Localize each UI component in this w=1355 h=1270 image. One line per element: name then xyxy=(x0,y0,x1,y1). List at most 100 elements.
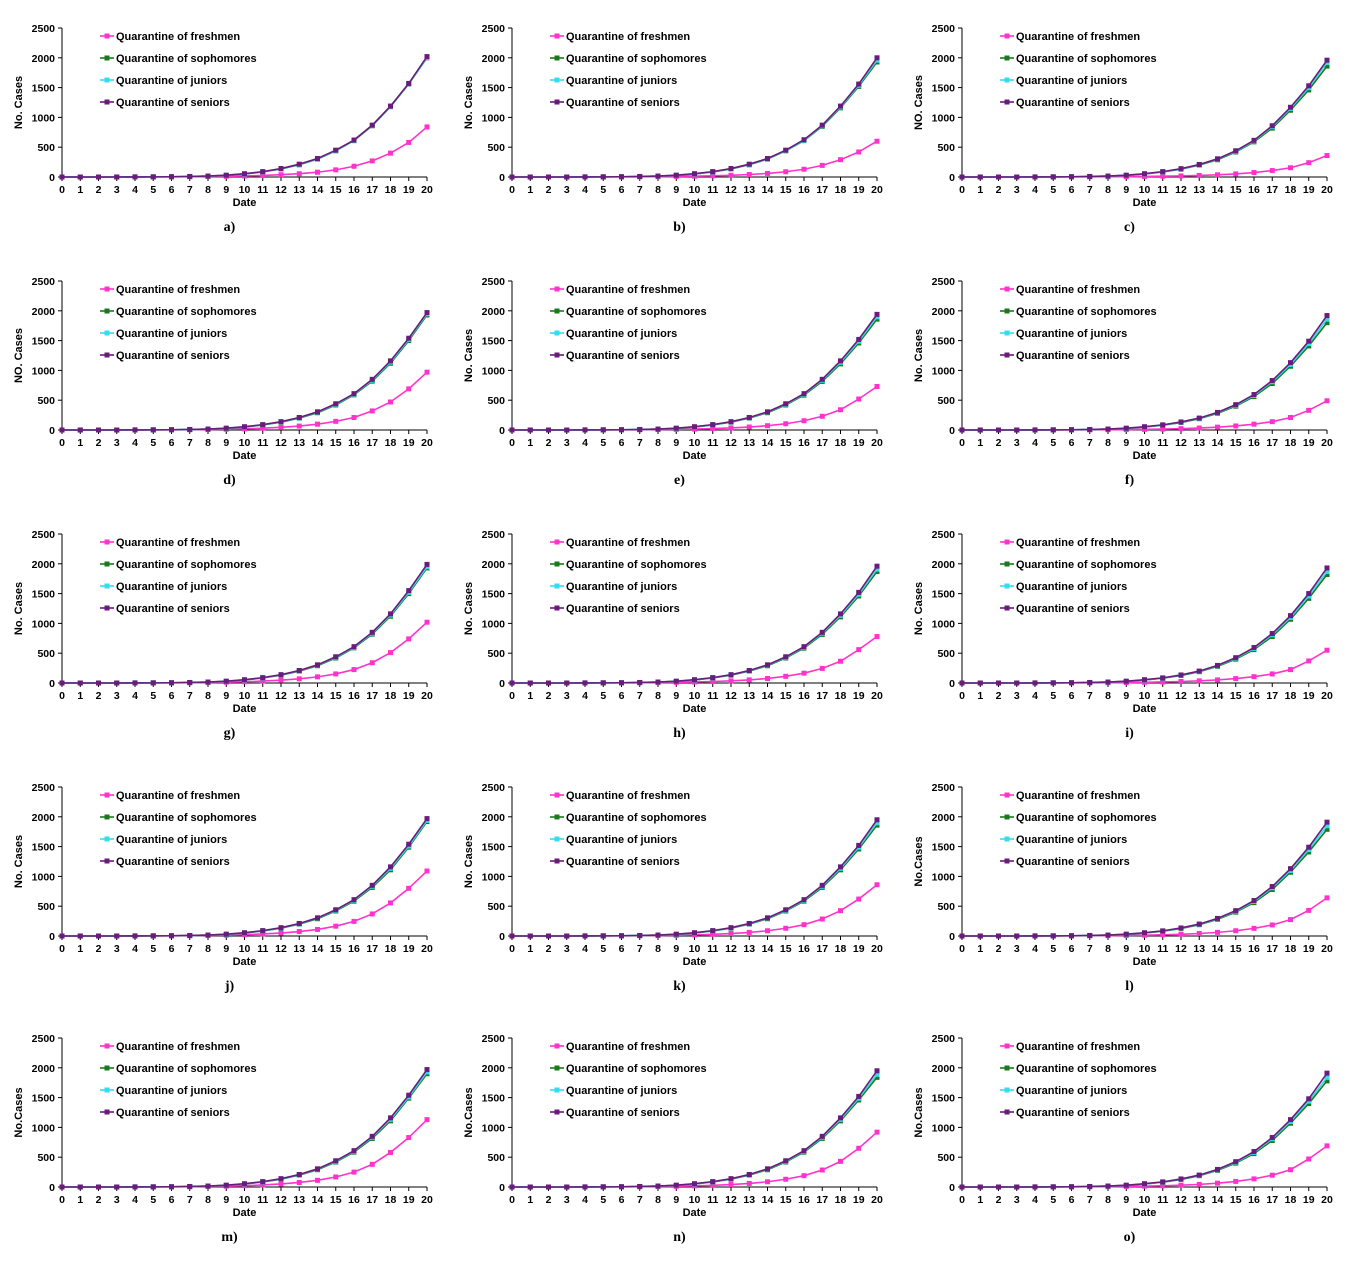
data-point-seniors xyxy=(801,137,807,143)
data-point-seniors xyxy=(959,933,965,939)
data-point-seniors xyxy=(637,1183,643,1189)
data-point-seniors xyxy=(351,644,357,650)
data-point-seniors xyxy=(874,55,880,61)
x-tick-label: 14 xyxy=(312,690,324,702)
x-tick-label: 10 xyxy=(1139,690,1151,702)
data-point-seniors xyxy=(655,426,661,432)
data-point-seniors xyxy=(1032,427,1038,433)
data-point-seniors xyxy=(1032,680,1038,686)
data-point-freshmen xyxy=(728,172,734,178)
x-tick-label: 2 xyxy=(546,1194,552,1206)
x-tick-label: 16 xyxy=(348,690,360,702)
y-tick-label: 500 xyxy=(937,648,955,660)
x-tick-label: 20 xyxy=(421,1194,433,1206)
data-point-freshmen xyxy=(278,172,284,178)
data-point-freshmen xyxy=(424,619,430,625)
x-axis-title: Date xyxy=(1133,956,1157,968)
data-point-seniors xyxy=(242,171,247,177)
data-point-seniors xyxy=(1324,565,1330,571)
x-tick-label: 15 xyxy=(330,184,342,196)
chart-panel: 0 500 1000 1500 2000 2500 0 1 2 3 4 5 6 7 8 9 10 11 12 13 14… xyxy=(452,2,902,255)
data-point-seniors xyxy=(1123,425,1129,431)
x-tick-label: 14 xyxy=(1212,1194,1224,1206)
data-point-seniors xyxy=(619,427,624,433)
data-point-seniors xyxy=(1233,655,1239,661)
x-tick-label: 0 xyxy=(509,437,515,449)
x-tick-label: 6 xyxy=(1069,437,1075,449)
data-point-freshmen xyxy=(856,396,862,402)
x-tick-label: 5 xyxy=(600,184,606,196)
x-tick-label: 9 xyxy=(1123,943,1129,955)
data-point-seniors xyxy=(424,310,430,316)
data-point-freshmen xyxy=(710,679,716,685)
x-tick-label: 19 xyxy=(853,690,865,702)
x-tick-label: 14 xyxy=(312,1194,324,1206)
x-axis-title: Date xyxy=(683,703,707,715)
data-point-seniors xyxy=(132,174,138,180)
data-point-freshmen xyxy=(783,925,789,931)
data-point-freshmen xyxy=(710,173,716,179)
y-tick-label: 2000 xyxy=(932,559,956,571)
x-tick-label: 13 xyxy=(1193,690,1205,702)
x-tick-label: 0 xyxy=(59,690,65,702)
data-point-freshmen xyxy=(838,658,843,664)
y-axis-title: No. Cases xyxy=(463,835,475,888)
data-point-juniors xyxy=(1324,316,1330,322)
x-tick-label: 0 xyxy=(959,690,965,702)
series-line-freshmen xyxy=(512,884,878,937)
data-point-seniors xyxy=(710,928,716,934)
data-point-seniors xyxy=(1014,174,1020,180)
data-point-seniors xyxy=(710,422,716,428)
data-point-freshmen xyxy=(710,426,716,432)
data-point-seniors xyxy=(1233,1159,1239,1165)
data-point-freshmen xyxy=(1324,398,1330,404)
x-tick-label: 10 xyxy=(689,184,701,196)
data-point-seniors xyxy=(996,680,1001,686)
data-point-freshmen xyxy=(1160,679,1166,685)
x-tick-label: 4 xyxy=(132,690,138,702)
legend-swatch-marker xyxy=(554,77,560,83)
x-tick-label: 3 xyxy=(114,1194,120,1206)
y-tick-label: 2000 xyxy=(32,559,56,571)
data-point-freshmen xyxy=(1215,172,1220,178)
data-point-seniors xyxy=(527,427,533,433)
data-point-seniors xyxy=(1215,662,1220,668)
y-tick-label: 1000 xyxy=(32,871,56,883)
legend-label: Quarantine of freshmen xyxy=(1016,790,1140,802)
data-point-seniors xyxy=(673,172,679,178)
x-tick-label: 1 xyxy=(77,1194,83,1206)
data-point-seniors xyxy=(315,409,320,415)
data-point-seniors xyxy=(996,427,1001,433)
x-tick-label: 1 xyxy=(977,184,983,196)
data-point-seniors xyxy=(1215,915,1220,921)
chart-panel: 0 500 1000 1500 2000 2500 0 1 2 3 4 5 6 7 8 9 10 11 12 13 14… xyxy=(2,1012,452,1265)
y-tick-label: 0 xyxy=(949,678,955,690)
x-tick-label: 1 xyxy=(527,184,533,196)
data-point-freshmen xyxy=(1288,1167,1293,1173)
data-point-seniors xyxy=(765,409,770,415)
x-tick-label: 16 xyxy=(348,943,360,955)
data-point-seniors xyxy=(838,103,843,109)
data-point-seniors xyxy=(132,680,138,686)
y-tick-label: 1500 xyxy=(32,336,56,348)
x-tick-label: 20 xyxy=(871,1194,883,1206)
legend-swatch-marker xyxy=(554,352,560,358)
data-point-seniors xyxy=(1178,1176,1184,1182)
x-tick-label: 1 xyxy=(977,690,983,702)
x-tick-label: 4 xyxy=(1032,943,1038,955)
data-point-seniors xyxy=(765,662,770,668)
x-tick-label: 6 xyxy=(169,690,175,702)
data-point-seniors xyxy=(600,680,606,686)
data-point-seniors xyxy=(1050,1184,1056,1190)
data-point-freshmen xyxy=(728,1182,734,1188)
y-tick-label: 2500 xyxy=(32,23,56,35)
x-tick-label: 19 xyxy=(853,437,865,449)
x-tick-label: 13 xyxy=(293,184,305,196)
data-point-seniors xyxy=(242,677,247,683)
x-tick-label: 13 xyxy=(293,690,305,702)
data-point-seniors xyxy=(187,173,193,179)
data-point-freshmen xyxy=(1251,674,1257,680)
y-tick-label: 1500 xyxy=(932,589,956,601)
